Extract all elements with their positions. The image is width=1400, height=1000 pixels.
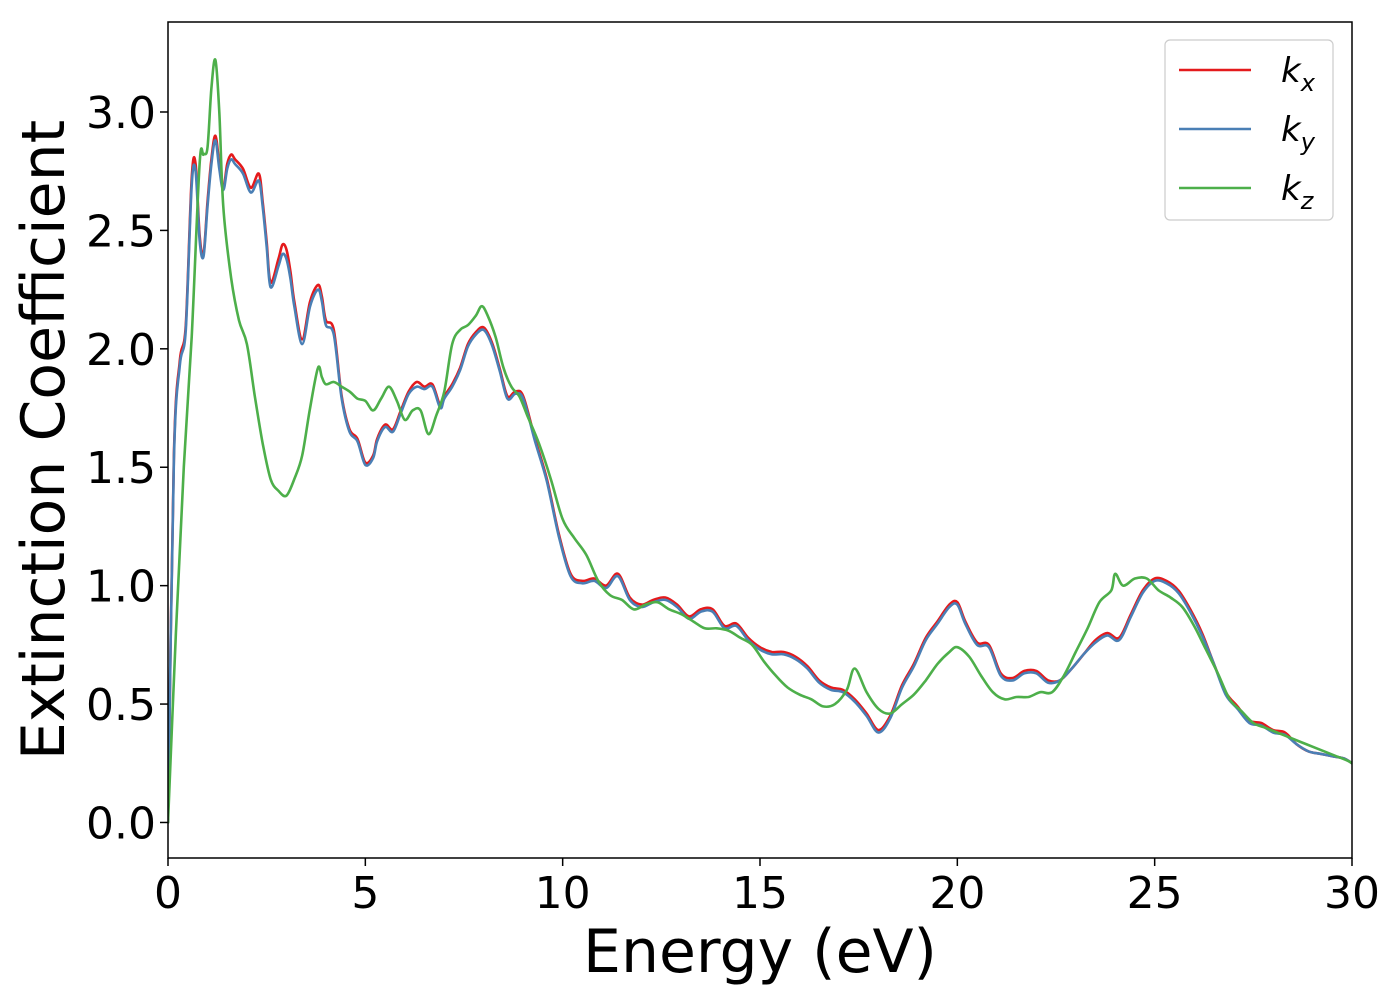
series-line-y — [168, 139, 1352, 824]
legend-label-z: kz — [1281, 169, 1315, 215]
y-tick-label: 0.0 — [86, 798, 156, 849]
y-tick-label: 3.0 — [86, 88, 156, 139]
y-tick-label: 1.5 — [86, 443, 156, 494]
y-tick-label: 0.5 — [86, 680, 156, 731]
x-tick-label: 20 — [929, 868, 985, 919]
y-tick-label: 2.5 — [86, 206, 156, 257]
x-tick-label: 30 — [1324, 868, 1380, 919]
x-tick-label: 5 — [351, 868, 379, 919]
x-tick-label: 10 — [535, 868, 591, 919]
x-axis-ticks: 0 5 10 15 20 25 30 — [154, 858, 1380, 919]
y-tick-label: 1.0 — [86, 562, 156, 613]
x-tick-label: 15 — [732, 868, 788, 919]
y-axis-title: Extinction Coefficient — [9, 120, 79, 760]
series-layer — [168, 58, 1352, 824]
x-tick-label: 25 — [1127, 868, 1183, 919]
y-axis-ticks: 0.0 0.5 1.0 1.5 2.0 2.5 3.0 — [86, 88, 168, 849]
x-tick-label: 0 — [154, 868, 182, 919]
series-line-z — [168, 58, 1352, 824]
legend-label-x: kx — [1281, 51, 1316, 97]
legend-label-y: ky — [1281, 110, 1316, 156]
legend: kx ky kz — [1164, 39, 1334, 221]
y-tick-label: 2.0 — [86, 325, 156, 376]
series-line-x — [168, 134, 1352, 824]
x-axis-title: Energy (eV) — [583, 917, 937, 987]
